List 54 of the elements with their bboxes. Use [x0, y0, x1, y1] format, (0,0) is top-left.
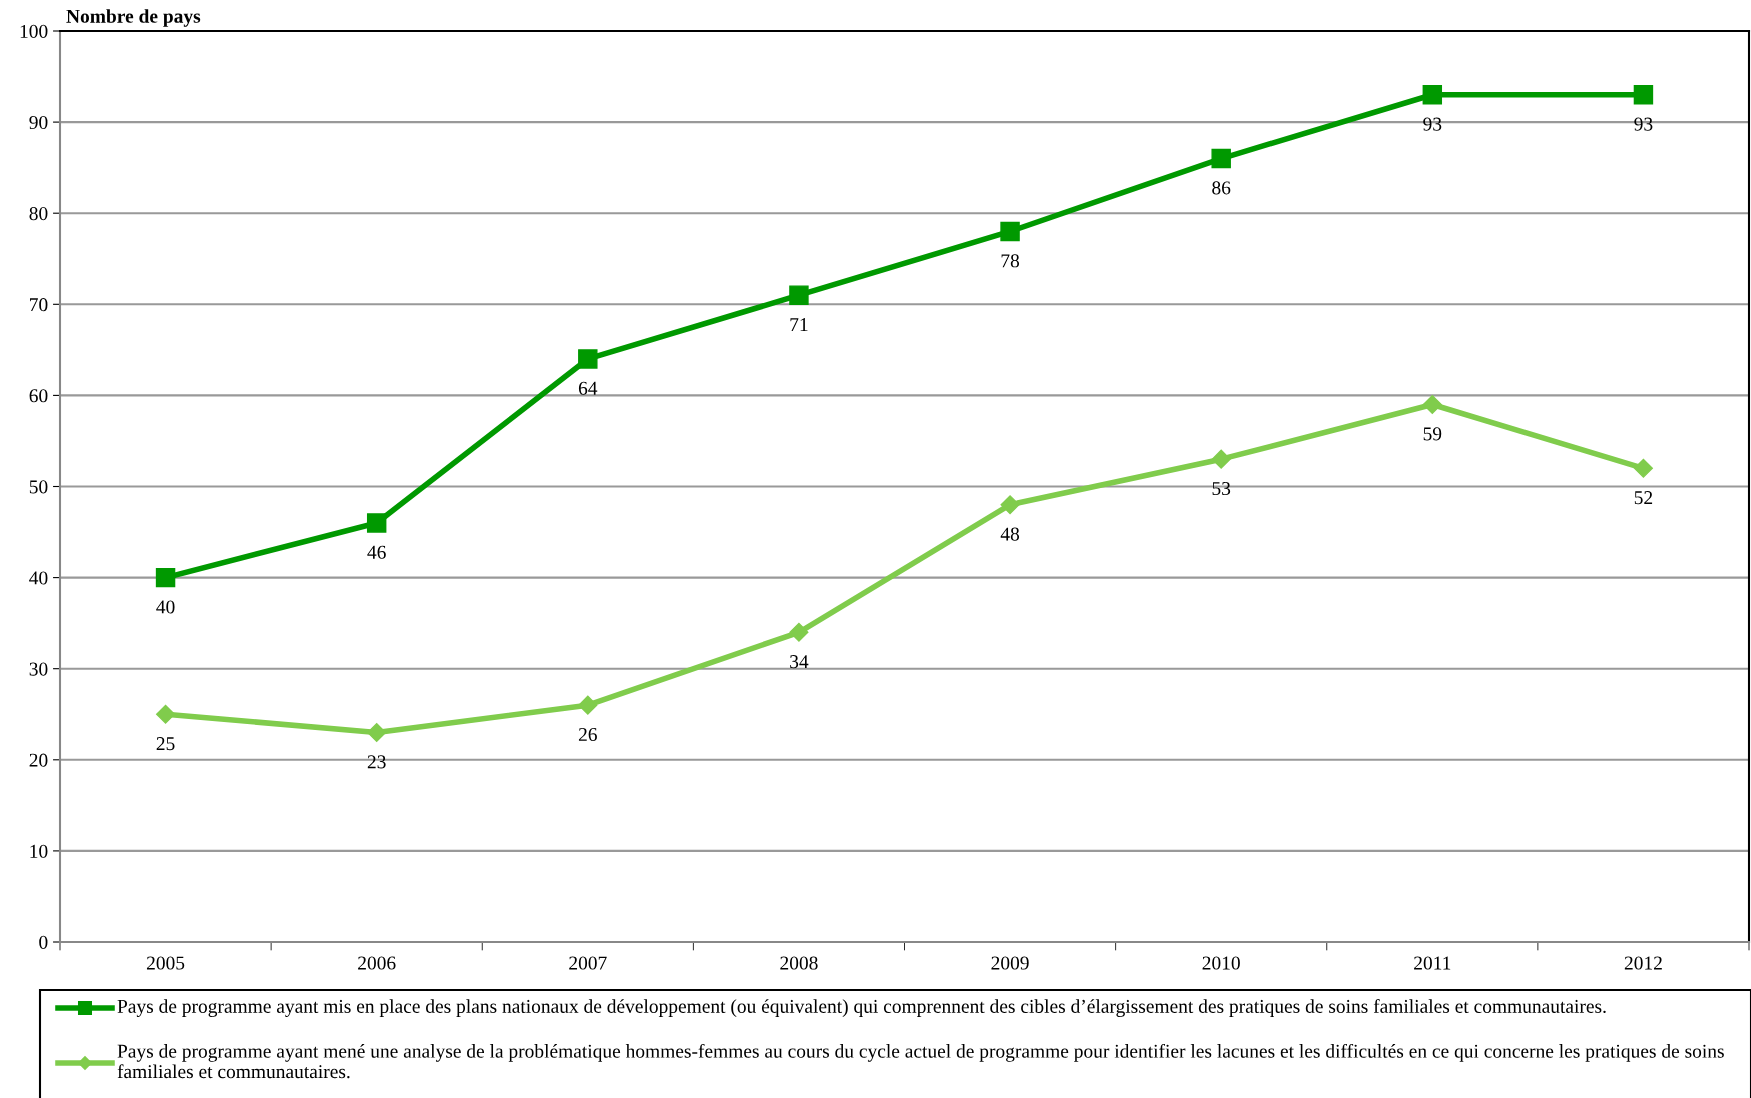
- data-label: 93: [1634, 117, 1653, 131]
- point: [578, 695, 598, 715]
- x-tick-label: 2010: [1202, 956, 1240, 970]
- data-label: 26: [578, 727, 597, 742]
- y-axis-title: Nombre de pays: [66, 9, 201, 27]
- data-label: 78: [1001, 254, 1020, 268]
- y-tick-label: 60: [29, 389, 48, 403]
- y-tick-label: 30: [29, 662, 48, 676]
- data-label: 52: [1634, 491, 1653, 505]
- point: [155, 567, 176, 588]
- data-label: 40: [156, 600, 175, 614]
- data-label: 46: [367, 545, 386, 559]
- x-tick-label: 2009: [991, 956, 1029, 970]
- point: [1211, 148, 1231, 169]
- y-tick-label: 10: [30, 844, 48, 858]
- point: [1633, 458, 1653, 478]
- point: [1422, 85, 1443, 105]
- x-tick-label: 2012: [1624, 956, 1662, 970]
- point: [367, 722, 387, 743]
- x-tick-label: 2005: [146, 956, 185, 970]
- point: [789, 622, 809, 642]
- point: [156, 704, 176, 724]
- legend-label: Pays de programme ayant mis en place des plans nationaux de développement (ou équivalent) qui comprennent des cibles d’élargissement des pratiques de soins familiales et communautaires.: [117, 999, 1606, 1017]
- data-label: 34: [790, 655, 809, 669]
- point: [1422, 394, 1442, 415]
- x-tick-label: 2011: [1414, 956, 1451, 970]
- x-tick-label: 2007: [569, 956, 607, 970]
- y-tick-label: 50: [29, 480, 48, 494]
- point: [578, 349, 598, 369]
- y-tick-label: 70: [30, 298, 48, 312]
- y-tick-label: 40: [29, 571, 48, 585]
- data-label: 86: [1212, 181, 1231, 195]
- point: [1000, 221, 1020, 242]
- point: [1211, 449, 1231, 469]
- point: [1000, 495, 1020, 515]
- data-label: 23: [367, 755, 386, 769]
- data-label: 71: [790, 318, 808, 331]
- x-tick-label: 2008: [780, 956, 818, 970]
- point: [789, 285, 809, 305]
- data-label: 93: [1423, 117, 1442, 131]
- data-label: 48: [1000, 527, 1020, 541]
- data-label: 64: [578, 381, 598, 395]
- y-tick-label: 90: [29, 115, 48, 130]
- y-tick-label: 20: [29, 753, 48, 767]
- data-label: 25: [156, 737, 175, 751]
- data-label: 53: [1212, 482, 1231, 496]
- x-tick-label: 2006: [358, 956, 396, 970]
- y-tick-label: 0: [39, 935, 48, 949]
- data-label: 59: [1423, 427, 1442, 441]
- y-tick-label: 80: [29, 207, 48, 221]
- point: [1633, 85, 1654, 105]
- point: [366, 513, 387, 533]
- legend-label: Pays de programme ayant mené une analyse de la problématique hommes-femmes au cours du cycle actuel de programme pour identifier les lacunes et les difficultés en ce qui concerne les pratiques de soins familiales et communautaires.: [117, 1043, 1724, 1079]
- y-tick-label: 100: [20, 24, 48, 38]
